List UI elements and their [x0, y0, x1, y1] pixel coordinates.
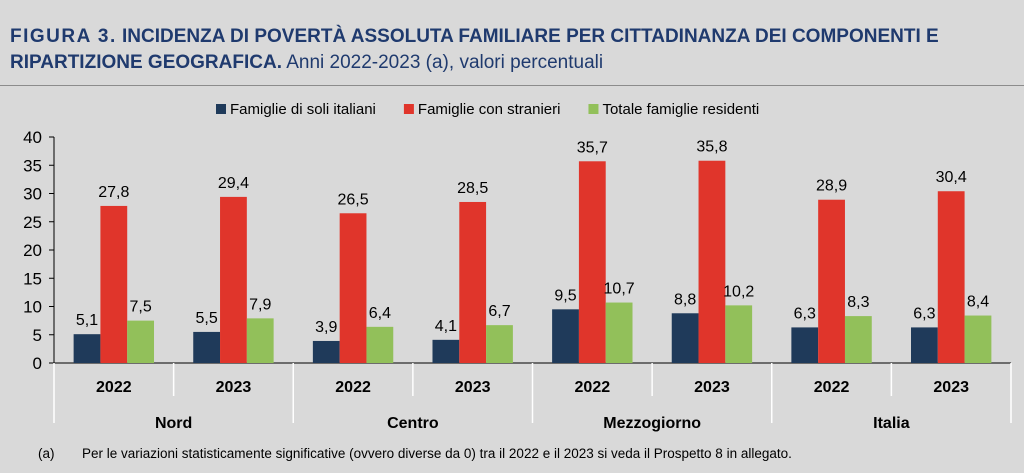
- bar-2: [100, 205, 128, 363]
- y-tick-label: 15: [23, 269, 42, 288]
- data-label: 28,9: [816, 178, 847, 195]
- x-year-label: 2022: [96, 379, 132, 396]
- y-tick-label: 10: [23, 298, 42, 317]
- footnote-mark: (a): [38, 446, 55, 461]
- data-label: 28,5: [457, 180, 488, 197]
- bar-3: [366, 326, 394, 363]
- footnote-text: Per le variazioni statisticamente signif…: [82, 446, 792, 461]
- bar-3: [246, 318, 274, 363]
- data-label: 35,7: [577, 139, 608, 156]
- x-year-label: 2023: [455, 379, 491, 396]
- data-label: 10,7: [604, 281, 635, 298]
- data-label: 3,9: [315, 319, 337, 336]
- data-label: 6,7: [488, 303, 510, 320]
- data-label: 7,9: [249, 296, 271, 313]
- title-main: INCIDENZA DI POVERTÀ ASSOLUTA FAMILIARE …: [10, 26, 939, 73]
- legend-label-1: Famiglie di soli italiani: [230, 101, 376, 118]
- title-divider: [0, 85, 1024, 86]
- x-group-label: Nord: [155, 415, 192, 432]
- data-label: 6,3: [913, 305, 935, 322]
- x-year-label: 2023: [933, 379, 969, 396]
- y-tick-label: 40: [23, 128, 42, 147]
- bar-1: [193, 331, 221, 363]
- data-label: 35,8: [696, 139, 727, 156]
- figure-number: FIGURA 3.: [10, 26, 117, 47]
- bar-3: [725, 305, 753, 363]
- bar-2: [698, 160, 726, 363]
- data-label: 4,1: [435, 318, 457, 335]
- data-label: 7,5: [129, 299, 151, 316]
- data-label: 8,3: [847, 294, 869, 311]
- bar-3: [605, 302, 633, 363]
- legend-swatch-2: [403, 104, 414, 114]
- legend-label-2: Famiglie con stranieri: [418, 101, 561, 118]
- bar-3: [964, 315, 992, 363]
- x-year-label: 2022: [335, 379, 371, 396]
- y-tick-label: 35: [23, 156, 42, 175]
- y-tick-label: 5: [33, 326, 42, 345]
- legend-swatch-1: [216, 104, 226, 114]
- x-year-label: 2022: [814, 379, 850, 396]
- data-label: 10,2: [723, 283, 754, 300]
- legend-label-3: Totale famiglie residenti: [602, 101, 759, 118]
- x-group-label: Mezzogiorno: [603, 415, 701, 432]
- x-year-label: 2023: [694, 379, 730, 396]
- bar-2: [818, 199, 845, 363]
- bar-3: [127, 320, 155, 363]
- data-label: 5,1: [76, 312, 98, 329]
- data-label: 29,4: [218, 175, 249, 192]
- data-label: 6,3: [794, 305, 816, 322]
- bar-1: [432, 339, 460, 363]
- legend-swatch-3: [588, 104, 599, 114]
- title-subtitle: Anni 2022-2023 (a), valori percentuali: [286, 52, 604, 73]
- x-year-label: 2022: [575, 379, 611, 396]
- y-tick-label: 30: [23, 185, 42, 204]
- bar-3: [844, 316, 872, 363]
- bar-2: [937, 191, 965, 363]
- data-label: 6,4: [369, 305, 391, 322]
- data-label: 8,8: [674, 291, 696, 308]
- x-group-label: Italia: [873, 415, 910, 432]
- bar-1: [671, 313, 699, 363]
- bar-2: [578, 161, 606, 363]
- y-tick-label: 25: [23, 213, 42, 232]
- data-label: 27,8: [98, 184, 129, 201]
- y-tick-label: 0: [33, 354, 42, 373]
- bar-1: [73, 334, 101, 363]
- y-tick-label: 20: [23, 241, 42, 260]
- bar-1: [312, 340, 340, 363]
- data-label: 9,5: [554, 287, 576, 304]
- bar-1: [552, 309, 579, 363]
- bar-3: [486, 325, 513, 363]
- bar-1: [910, 327, 938, 363]
- data-label: 26,5: [337, 191, 368, 208]
- x-group-label: Centro: [387, 415, 439, 432]
- data-label: 30,4: [936, 169, 967, 186]
- bar-2: [459, 201, 487, 363]
- bar-2: [339, 213, 367, 363]
- bar-1: [791, 327, 819, 363]
- x-year-label: 2023: [216, 379, 252, 396]
- bar-2: [220, 196, 247, 363]
- chart-title: FIGURA 3. INCIDENZA DI POVERTÀ ASSOLUTA …: [10, 24, 1015, 76]
- data-label: 8,4: [967, 294, 989, 311]
- data-label: 5,5: [196, 310, 218, 327]
- footnote: (a) Per le variazioni statisticamente sig…: [38, 446, 792, 461]
- bar-chart: Famiglie di soli italiani Famiglie con st…: [23, 101, 1012, 432]
